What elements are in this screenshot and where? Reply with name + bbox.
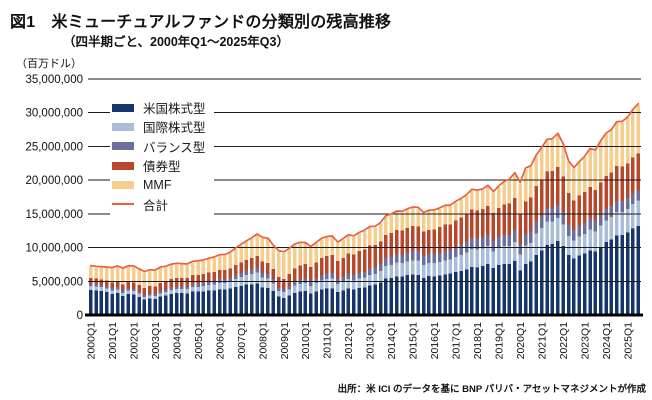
x-axis-tick-label: 2021Q1 bbox=[537, 322, 549, 360]
legend-label: 合計 bbox=[143, 198, 169, 213]
y-axis-tick-label: 10,000,000 bbox=[25, 243, 83, 255]
legend-line-swatch bbox=[112, 203, 134, 206]
x-axis-tick-label: 2000Q1 bbox=[86, 322, 98, 360]
y-axis-tick-label: 30,000,000 bbox=[25, 108, 83, 120]
y-axis-tick-label: 15,000,000 bbox=[25, 209, 83, 221]
legend-item-3: 債券型 bbox=[112, 156, 206, 175]
legend-label: MMF bbox=[143, 177, 172, 192]
x-axis-tick-label: 2009Q1 bbox=[279, 322, 291, 360]
legend-color-swatch bbox=[112, 180, 134, 189]
legend-label: 国際株式型 bbox=[143, 121, 206, 136]
legend-label: バランス型 bbox=[143, 140, 206, 155]
x-axis-tick-label: 2012Q1 bbox=[343, 322, 355, 360]
x-axis-tick-label: 2010Q1 bbox=[300, 322, 312, 360]
legend-item-0: 米国株式型 bbox=[112, 98, 206, 117]
x-axis-tick-label: 2018Q1 bbox=[472, 322, 484, 360]
x-axis-tick-label: 2001Q1 bbox=[107, 322, 119, 360]
legend-color-swatch bbox=[112, 122, 134, 131]
legend-item-1: 国際株式型 bbox=[112, 117, 206, 136]
x-axis-tick-label: 2011Q1 bbox=[322, 322, 334, 359]
x-axis-tick-label: 2020Q1 bbox=[515, 322, 527, 360]
legend-label: 債券型 bbox=[143, 160, 181, 175]
x-axis-tick-label: 2024Q1 bbox=[601, 322, 613, 360]
legend-color-swatch bbox=[112, 161, 134, 170]
y-axis-tick-label: 25,000,000 bbox=[25, 141, 83, 153]
x-axis-tick-label: 2014Q1 bbox=[386, 322, 398, 360]
gridlines bbox=[88, 78, 641, 282]
x-axis-tick-label: 2019Q1 bbox=[494, 322, 506, 360]
legend-item-2: バランス型 bbox=[112, 137, 206, 156]
x-axis-tick-labels: 2000Q1 2001Q1 2002Q1 2003Q1 2004Q1 2005Q1 2006… bbox=[86, 322, 635, 360]
x-axis-tick-label: 2025Q1 bbox=[622, 322, 634, 360]
chart-subtitle: （四半期ごと、2000年Q1～2025年Q3） bbox=[63, 35, 289, 49]
y-axis-tick-label: 35,000,000 bbox=[25, 74, 83, 86]
legend-label: 米国株式型 bbox=[143, 102, 206, 117]
x-axis-tick-label: 2016Q1 bbox=[429, 322, 441, 360]
y-axis-tick-labels: 0 5,000,000 10,000,000 15,000,000 20,000,000… bbox=[25, 74, 83, 322]
legend-item-4: MMF bbox=[112, 175, 206, 194]
source-note: 出所：米 ICI のデータを基に BNP パリバ・アセットマネジメントが作成 bbox=[337, 384, 646, 395]
x-axis-tick-label: 2006Q1 bbox=[214, 322, 226, 360]
x-axis-tick-label: 2017Q1 bbox=[451, 322, 463, 360]
x-axis-tick-label: 2005Q1 bbox=[193, 322, 205, 360]
x-axis-tick-label: 2002Q1 bbox=[128, 322, 140, 360]
chart-legend: 米国株式型国際株式型バランス型債券型 MMF 合計 bbox=[110, 97, 214, 215]
x-axis-tick-label: 2022Q1 bbox=[558, 322, 570, 360]
x-axis-tick-label: 2004Q1 bbox=[171, 322, 183, 360]
x-axis-tick-label: 2023Q1 bbox=[579, 322, 591, 360]
y-axis-tick-label: 0 bbox=[77, 310, 83, 322]
x-axis-tick-label: 2007Q1 bbox=[236, 322, 248, 360]
x-axis-tick-label: 2003Q1 bbox=[150, 322, 162, 360]
x-axis-tick-label: 2013Q1 bbox=[365, 322, 377, 360]
legend-color-swatch bbox=[112, 142, 134, 151]
x-axis-tick-label: 2015Q1 bbox=[408, 322, 420, 360]
y-axis-unit-label: （百万ドル） bbox=[16, 58, 82, 70]
legend-color-swatch bbox=[112, 103, 134, 112]
y-axis-tick-label: 20,000,000 bbox=[25, 175, 83, 187]
page-title: 図1 米ミューチュアルファンドの分類別の残高推移 bbox=[10, 14, 392, 31]
legend-item-5: 合計 bbox=[112, 194, 206, 213]
y-axis-tick-label: 5,000,000 bbox=[32, 276, 83, 288]
x-axis-tick-label: 2008Q1 bbox=[257, 322, 269, 360]
total-line bbox=[89, 102, 640, 273]
